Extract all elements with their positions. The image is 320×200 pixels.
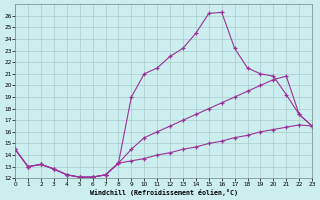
X-axis label: Windchill (Refroidissement éolien,°C): Windchill (Refroidissement éolien,°C) bbox=[90, 189, 238, 196]
